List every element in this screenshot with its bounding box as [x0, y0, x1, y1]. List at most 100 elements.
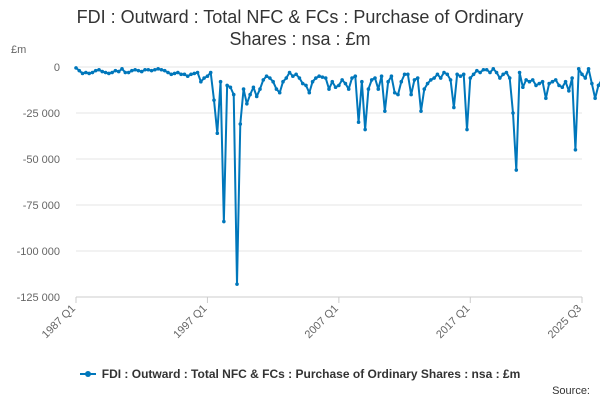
data-point[interactable]	[110, 70, 114, 75]
data-point[interactable]	[596, 83, 600, 88]
data-point[interactable]	[425, 81, 430, 86]
data-point[interactable]	[406, 72, 410, 77]
data-point[interactable]	[330, 79, 335, 84]
data-point[interactable]	[461, 72, 466, 77]
data-point[interactable]	[146, 67, 151, 72]
data-point[interactable]	[314, 76, 318, 80]
data-point[interactable]	[261, 78, 266, 82]
data-point[interactable]	[103, 70, 108, 75]
data-point[interactable]	[291, 74, 295, 78]
data-point[interactable]	[310, 79, 315, 84]
data-point[interactable]	[133, 67, 137, 72]
data-point[interactable]	[576, 67, 581, 71]
data-point[interactable]	[534, 83, 538, 88]
data-point[interactable]	[93, 68, 98, 73]
data-point[interactable]	[284, 76, 289, 80]
data-point[interactable]	[156, 67, 160, 71]
data-point[interactable]	[465, 127, 469, 132]
data-point[interactable]	[376, 87, 381, 91]
data-point[interactable]	[225, 83, 229, 88]
data-point[interactable]	[307, 90, 312, 95]
data-point[interactable]	[199, 79, 203, 84]
data-point[interactable]	[432, 76, 436, 80]
data-point[interactable]	[300, 81, 305, 86]
data-point[interactable]	[583, 76, 588, 80]
data-point[interactable]	[517, 70, 522, 75]
data-point[interactable]	[120, 67, 124, 71]
data-point[interactable]	[320, 75, 325, 79]
data-point[interactable]	[317, 74, 321, 78]
data-point[interactable]	[491, 67, 496, 71]
data-point[interactable]	[297, 76, 302, 80]
data-point[interactable]	[468, 76, 473, 80]
data-point[interactable]	[222, 219, 226, 224]
data-point[interactable]	[228, 85, 233, 90]
data-point[interactable]	[481, 67, 486, 72]
data-point[interactable]	[350, 76, 354, 80]
data-point[interactable]	[74, 66, 78, 70]
data-point[interactable]	[369, 78, 374, 82]
data-point[interactable]	[189, 72, 193, 77]
data-point[interactable]	[281, 79, 285, 84]
data-point[interactable]	[521, 85, 525, 90]
data-point[interactable]	[570, 76, 574, 80]
data-point[interactable]	[274, 87, 279, 91]
data-point[interactable]	[392, 90, 397, 95]
data-point[interactable]	[264, 74, 269, 78]
data-point[interactable]	[501, 72, 505, 77]
data-point[interactable]	[123, 70, 128, 75]
data-point[interactable]	[254, 94, 259, 99]
data-point[interactable]	[573, 148, 578, 152]
data-point[interactable]	[212, 98, 216, 102]
legend[interactable]: FDI : Outward : Total NFC & FCs : Purcha…	[0, 367, 600, 381]
data-point[interactable]	[360, 79, 364, 84]
data-point[interactable]	[113, 68, 118, 73]
data-point[interactable]	[471, 72, 476, 77]
data-point[interactable]	[84, 70, 88, 75]
data-point[interactable]	[337, 83, 341, 88]
data-point[interactable]	[438, 76, 443, 80]
data-point[interactable]	[169, 72, 174, 77]
data-point[interactable]	[100, 69, 105, 74]
data-point[interactable]	[475, 68, 479, 73]
data-point[interactable]	[90, 70, 95, 75]
data-point[interactable]	[379, 74, 384, 78]
data-point[interactable]	[563, 79, 568, 84]
data-point[interactable]	[560, 85, 565, 90]
data-point[interactable]	[241, 87, 246, 91]
data-point[interactable]	[205, 74, 210, 78]
data-point[interactable]	[524, 78, 528, 82]
data-point[interactable]	[179, 72, 183, 77]
data-point[interactable]	[540, 79, 545, 84]
data-point[interactable]	[429, 78, 433, 82]
data-point[interactable]	[107, 71, 111, 76]
data-point[interactable]	[567, 89, 571, 93]
data-point[interactable]	[215, 131, 220, 136]
data-point[interactable]	[166, 70, 170, 75]
data-point[interactable]	[271, 79, 275, 84]
data-point[interactable]	[356, 120, 361, 124]
data-point[interactable]	[507, 76, 512, 80]
data-point[interactable]	[202, 76, 206, 80]
data-point[interactable]	[251, 85, 256, 90]
data-point[interactable]	[399, 79, 404, 84]
data-point[interactable]	[537, 81, 542, 86]
data-point[interactable]	[153, 67, 157, 72]
data-point[interactable]	[553, 78, 558, 82]
data-point[interactable]	[547, 81, 551, 86]
data-point[interactable]	[409, 92, 413, 97]
data-point[interactable]	[343, 81, 348, 86]
data-point[interactable]	[80, 71, 85, 76]
data-point[interactable]	[504, 70, 509, 75]
data-point[interactable]	[346, 87, 351, 91]
data-point[interactable]	[327, 87, 331, 91]
data-point[interactable]	[396, 92, 400, 97]
data-point[interactable]	[248, 92, 252, 97]
data-point[interactable]	[484, 67, 489, 72]
data-point[interactable]	[323, 76, 328, 80]
data-point[interactable]	[126, 70, 131, 75]
data-point[interactable]	[435, 72, 440, 77]
data-point[interactable]	[402, 72, 407, 77]
data-point[interactable]	[386, 79, 390, 84]
data-point[interactable]	[268, 76, 272, 80]
